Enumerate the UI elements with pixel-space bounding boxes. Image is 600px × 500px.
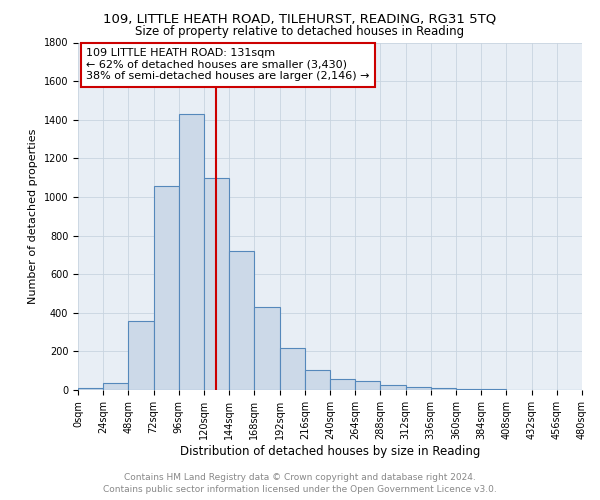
Text: Contains HM Land Registry data © Crown copyright and database right 2024.
Contai: Contains HM Land Registry data © Crown c… xyxy=(103,472,497,494)
Bar xyxy=(431,388,456,390)
Bar xyxy=(355,382,380,390)
Bar xyxy=(179,114,204,390)
Bar xyxy=(254,307,280,390)
Bar xyxy=(406,387,431,390)
Bar xyxy=(229,251,254,390)
Bar xyxy=(204,178,229,390)
Text: 109 LITTLE HEATH ROAD: 131sqm
← 62% of detached houses are smaller (3,430)
38% o: 109 LITTLE HEATH ROAD: 131sqm ← 62% of d… xyxy=(86,48,370,82)
Text: Size of property relative to detached houses in Reading: Size of property relative to detached ho… xyxy=(136,25,464,38)
Y-axis label: Number of detached properties: Number of detached properties xyxy=(28,128,38,304)
Bar xyxy=(330,380,355,390)
X-axis label: Distribution of detached houses by size in Reading: Distribution of detached houses by size … xyxy=(180,444,480,458)
Bar xyxy=(456,389,481,390)
Bar xyxy=(128,322,154,390)
Bar xyxy=(280,348,305,390)
Bar xyxy=(78,388,103,390)
Text: 109, LITTLE HEATH ROAD, TILEHURST, READING, RG31 5TQ: 109, LITTLE HEATH ROAD, TILEHURST, READI… xyxy=(103,12,497,26)
Bar xyxy=(305,370,330,390)
Bar xyxy=(154,186,179,390)
Bar xyxy=(103,383,128,390)
Bar xyxy=(380,385,406,390)
